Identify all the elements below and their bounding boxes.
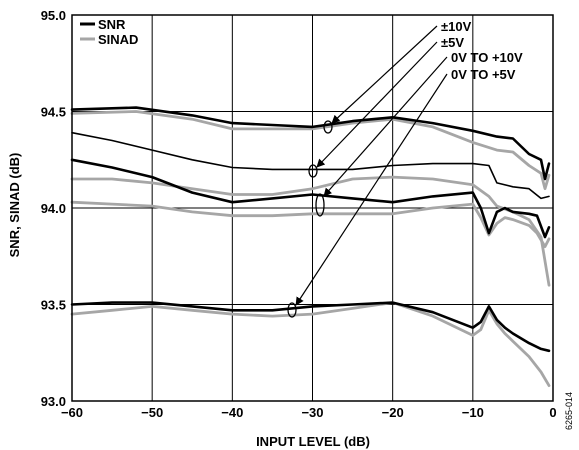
legend: SNR SINAD — [80, 17, 138, 47]
annotation-ellipse — [315, 193, 325, 217]
x-axis-label: INPUT LEVEL (dB) — [256, 434, 370, 449]
annotation-ellipse — [308, 164, 318, 178]
figure-id: 6265-014 — [564, 392, 574, 430]
x-tick-label: 0 — [549, 405, 556, 420]
plot-frame — [71, 14, 554, 402]
series-line-snr — [70, 158, 551, 239]
annotation-arrow — [323, 56, 448, 197]
series-line-snr — [70, 106, 551, 181]
x-tick-label: −60 — [61, 405, 83, 420]
annotation-arrow — [295, 73, 448, 306]
series-line-sinad — [70, 301, 551, 388]
tick-labels: −60 −50 −40 −30 −20 −10 0 93.0 93.5 94.0 94.5 95.0 — [41, 8, 557, 420]
y-axis-label: SNR, SINAD (dB) — [7, 153, 22, 258]
series-line-sinad — [70, 200, 551, 249]
series-line-sinad — [70, 175, 551, 287]
annotation-label: 0V TO +10V — [451, 50, 523, 65]
y-tick-label: 93.0 — [41, 394, 66, 409]
series-line-snr — [70, 301, 551, 353]
annotation-ellipse — [287, 302, 297, 318]
x-tick-label: −40 — [221, 405, 243, 420]
legend-label-snr: SNR — [98, 17, 126, 32]
annotation-label: ±5V — [441, 35, 464, 50]
series-layer — [70, 106, 551, 388]
annotation-label: 0V TO +5V — [451, 67, 516, 82]
x-tick-label: −50 — [141, 405, 163, 420]
y-tick-label: 93.5 — [41, 298, 66, 313]
y-tick-label: 94.5 — [41, 105, 66, 120]
annotation-arrow — [316, 41, 438, 168]
x-tick-label: −20 — [382, 405, 404, 420]
annotation-arrow — [331, 25, 438, 124]
y-tick-label: 94.0 — [41, 201, 66, 216]
series-line-sinad — [70, 110, 551, 191]
x-tick-label: −30 — [301, 405, 323, 420]
annotation-label: ±10V — [441, 19, 472, 34]
series-line-snr — [71, 131, 550, 200]
x-tick-label: −10 — [462, 405, 484, 420]
y-tick-label: 95.0 — [41, 8, 66, 23]
legend-label-sinad: SINAD — [98, 32, 138, 47]
annotation-ellipse — [323, 120, 333, 134]
